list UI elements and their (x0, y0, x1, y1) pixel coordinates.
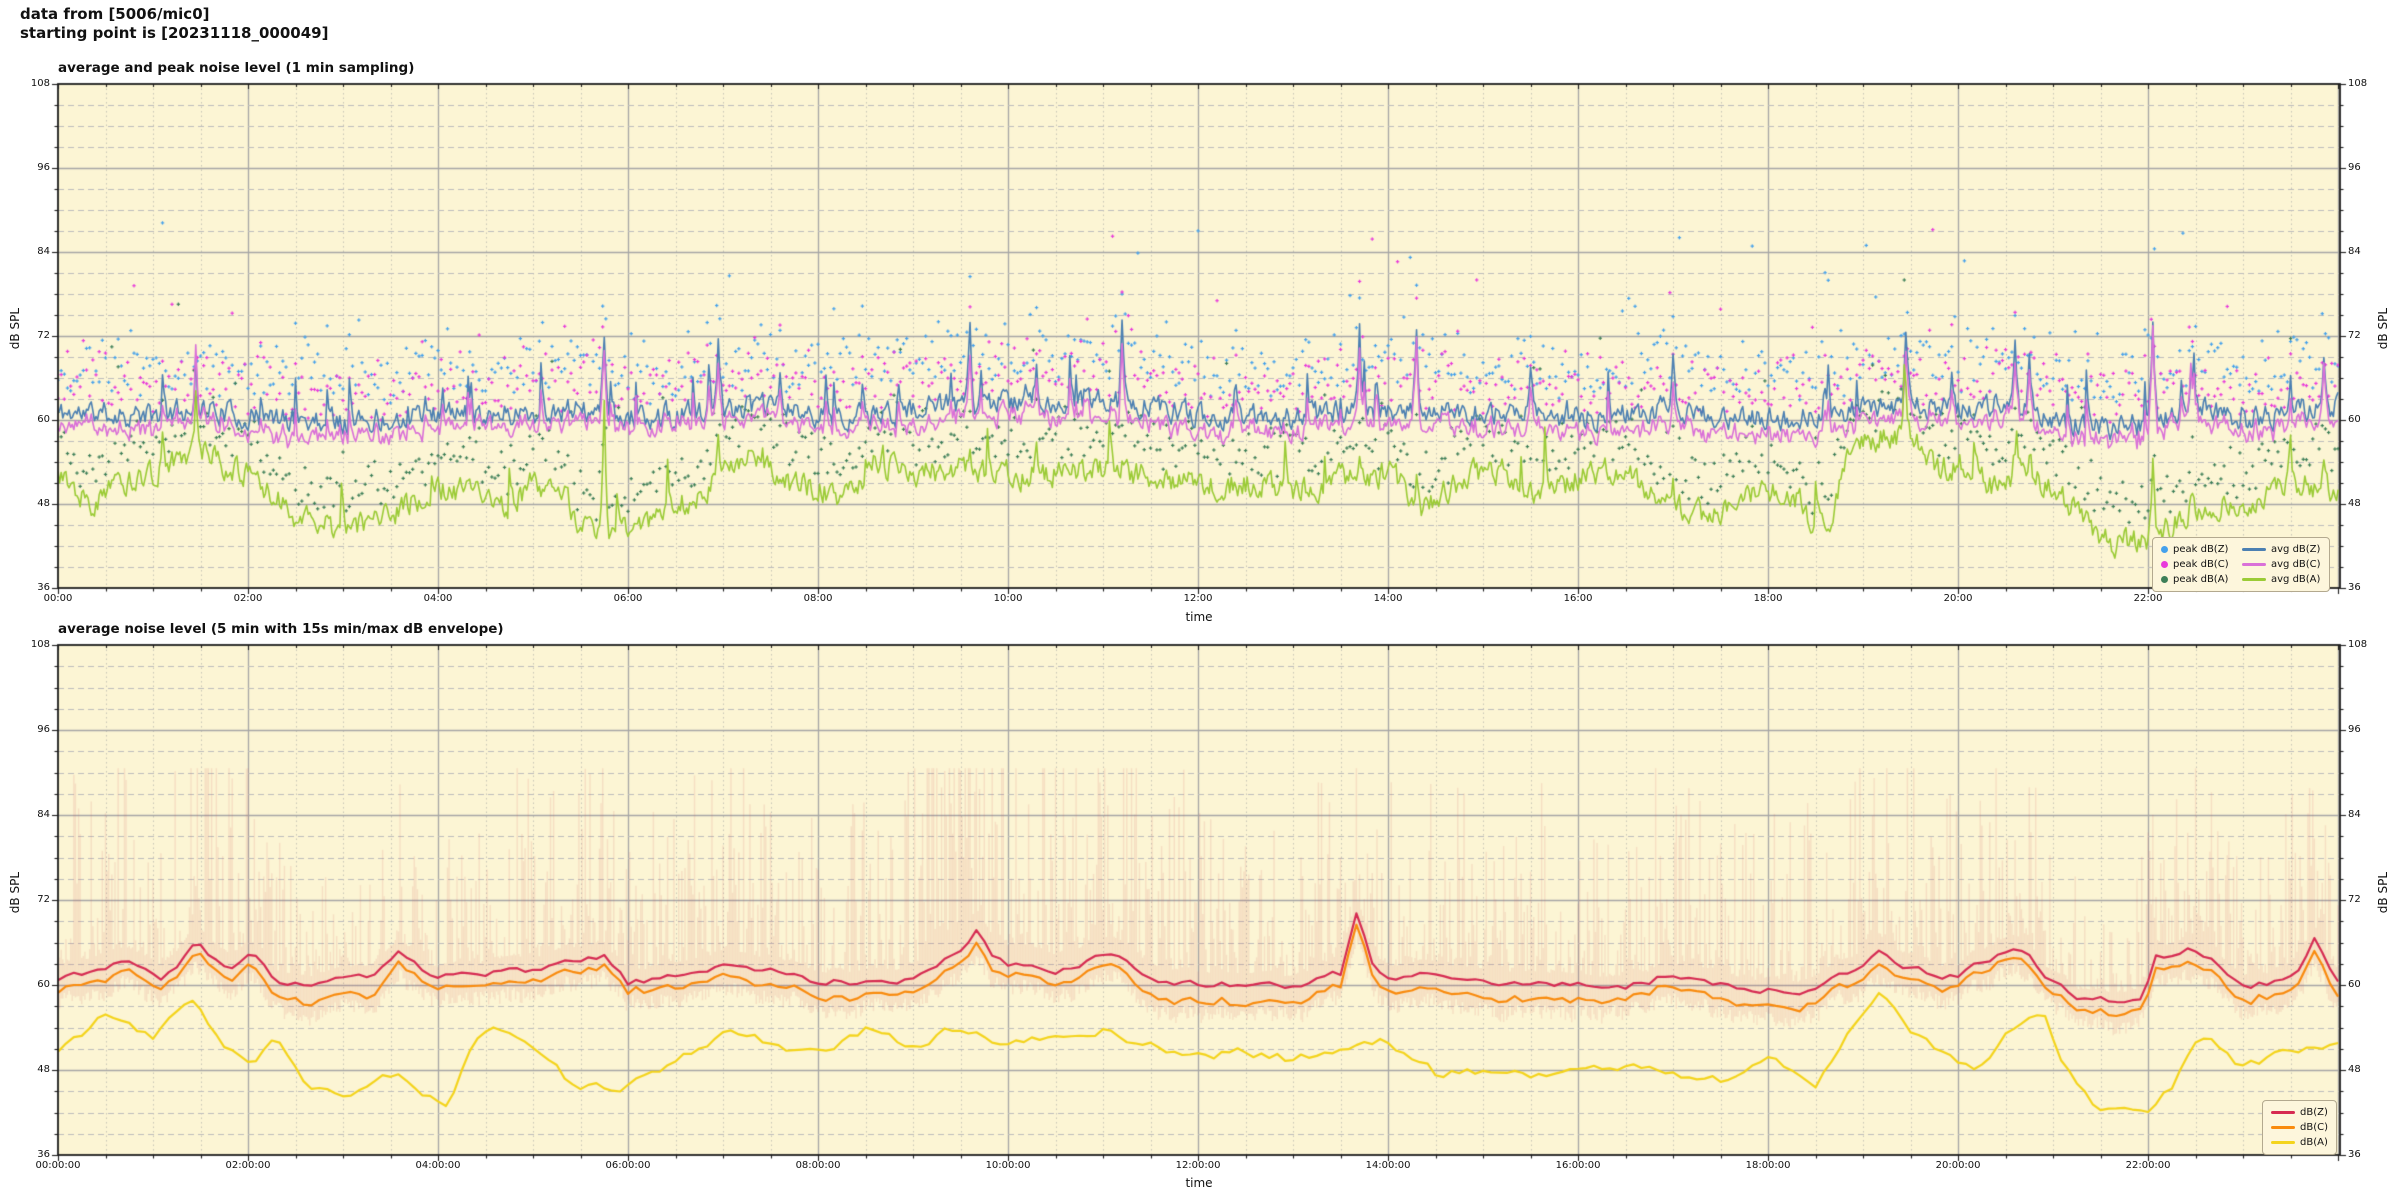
x-tick-label: 18:00:00 (1745, 1160, 1791, 1171)
x-tick-label: 20:00 (1943, 593, 1973, 604)
legend-marker-dot (2161, 546, 2168, 553)
legend-row: dB(Z) (2271, 1105, 2328, 1120)
y-tick-label-right: 72 (2348, 894, 2361, 905)
y-tick-label-right: 96 (2348, 162, 2361, 173)
y-tick-label-right: 108 (2348, 639, 2368, 650)
y-tick-label-right: 60 (2348, 979, 2361, 990)
legend-label: peak dB(A) (2173, 574, 2229, 585)
y-tick-label-right: 84 (2348, 809, 2361, 820)
x-tick-label: 22:00:00 (2125, 1160, 2171, 1171)
legend-marker-line (2271, 1125, 2295, 1130)
x-tick-label: 10:00 (993, 593, 1023, 604)
y-tick-label-right: 60 (2348, 414, 2361, 425)
x-tick-label: 10:00:00 (985, 1160, 1031, 1171)
chart1-legend: peak dB(Z) avg dB(Z) peak dB(C) avg dB(C) pe… (2152, 537, 2330, 592)
chart1-ylabel-right: dB SPL (2376, 308, 2390, 350)
y-tick-label-right: 36 (2348, 1149, 2361, 1160)
y-tick-label-right: 108 (2348, 78, 2368, 89)
y-tick-label-left: 60 (37, 979, 50, 990)
y-tick-label-right: 72 (2348, 330, 2361, 341)
y-tick-label-left: 96 (37, 724, 50, 735)
legend-marker-dot (2161, 576, 2168, 583)
x-tick-label: 08:00:00 (795, 1160, 841, 1171)
x-tick-label: 04:00 (423, 593, 453, 604)
legend-marker-line (2242, 547, 2266, 552)
x-tick-label: 18:00 (1753, 593, 1783, 604)
header-data-source: data from [5006/mic0] (20, 5, 210, 23)
chart1-title: average and peak noise level (1 min samp… (58, 60, 415, 76)
y-tick-label-left: 60 (37, 414, 50, 425)
legend-marker-line (2271, 1140, 2295, 1145)
x-tick-label: 04:00:00 (415, 1160, 461, 1171)
chart2-xlabel: time (1185, 1176, 1213, 1190)
legend-label: dB(C) (2300, 1122, 2328, 1133)
y-tick-label-left: 108 (30, 639, 50, 650)
y-tick-label-left: 48 (37, 498, 50, 509)
x-tick-label: 20:00:00 (1935, 1160, 1981, 1171)
x-tick-label: 00:00 (43, 593, 73, 604)
legend-label: avg dB(Z) (2271, 544, 2321, 555)
y-tick-label-right: 84 (2348, 246, 2361, 257)
chart2-title: average noise level (5 min with 15s min/… (58, 621, 504, 637)
y-tick-label-right: 96 (2348, 724, 2361, 735)
legend-row: peak dB(Z) avg dB(Z) (2161, 542, 2321, 557)
legend-row: dB(C) (2271, 1120, 2328, 1135)
y-tick-label-right: 48 (2348, 498, 2361, 509)
x-tick-label: 08:00 (803, 593, 833, 604)
x-tick-label: 16:00:00 (1555, 1160, 1601, 1171)
x-tick-label: 02:00:00 (225, 1160, 271, 1171)
chart2-legend: dB(Z) dB(C) dB(A) (2262, 1100, 2337, 1155)
legend-row: peak dB(C) avg dB(C) (2161, 557, 2321, 572)
chart2-ylabel-left: dB SPL (8, 872, 22, 914)
legend-marker-line (2242, 577, 2266, 582)
x-tick-label: 06:00:00 (605, 1160, 651, 1171)
y-tick-label-left: 72 (37, 330, 50, 341)
x-tick-label: 16:00 (1563, 593, 1593, 604)
header-starting-point: starting point is [20231118_000049] (20, 24, 329, 42)
legend-marker-line (2242, 562, 2266, 567)
legend-marker-dot (2161, 561, 2168, 568)
legend-label: peak dB(C) (2173, 559, 2229, 570)
legend-label: avg dB(A) (2271, 574, 2321, 585)
x-tick-label: 12:00 (1183, 593, 1213, 604)
legend-label: peak dB(Z) (2173, 544, 2229, 555)
chart1-ylabel-left: dB SPL (8, 308, 22, 350)
y-tick-label-right: 48 (2348, 1064, 2361, 1075)
x-tick-label: 14:00 (1373, 593, 1403, 604)
legend-marker-line (2271, 1110, 2295, 1115)
y-tick-label-right: 36 (2348, 582, 2361, 593)
legend-label: dB(Z) (2300, 1107, 2328, 1118)
x-tick-label: 14:00:00 (1365, 1160, 1411, 1171)
x-tick-label: 02:00 (233, 593, 263, 604)
y-tick-label-left: 84 (37, 246, 50, 257)
chart2-ylabel-right: dB SPL (2376, 872, 2390, 914)
chart1-xlabel: time (1185, 610, 1213, 624)
y-tick-label-left: 36 (37, 1149, 50, 1160)
legend-row: peak dB(A) avg dB(A) (2161, 572, 2321, 587)
y-tick-label-left: 96 (37, 162, 50, 173)
y-tick-label-left: 84 (37, 809, 50, 820)
x-tick-label: 12:00:00 (1175, 1160, 1221, 1171)
legend-label: avg dB(C) (2271, 559, 2321, 570)
y-tick-label-left: 108 (30, 78, 50, 89)
x-tick-label: 06:00 (613, 593, 643, 604)
legend-row: dB(A) (2271, 1135, 2328, 1150)
x-tick-label: 22:00 (2133, 593, 2163, 604)
y-tick-label-left: 36 (37, 582, 50, 593)
legend-label: dB(A) (2300, 1137, 2328, 1148)
x-tick-label: 00:00:00 (35, 1160, 81, 1171)
y-tick-label-left: 72 (37, 894, 50, 905)
y-tick-label-left: 48 (37, 1064, 50, 1075)
